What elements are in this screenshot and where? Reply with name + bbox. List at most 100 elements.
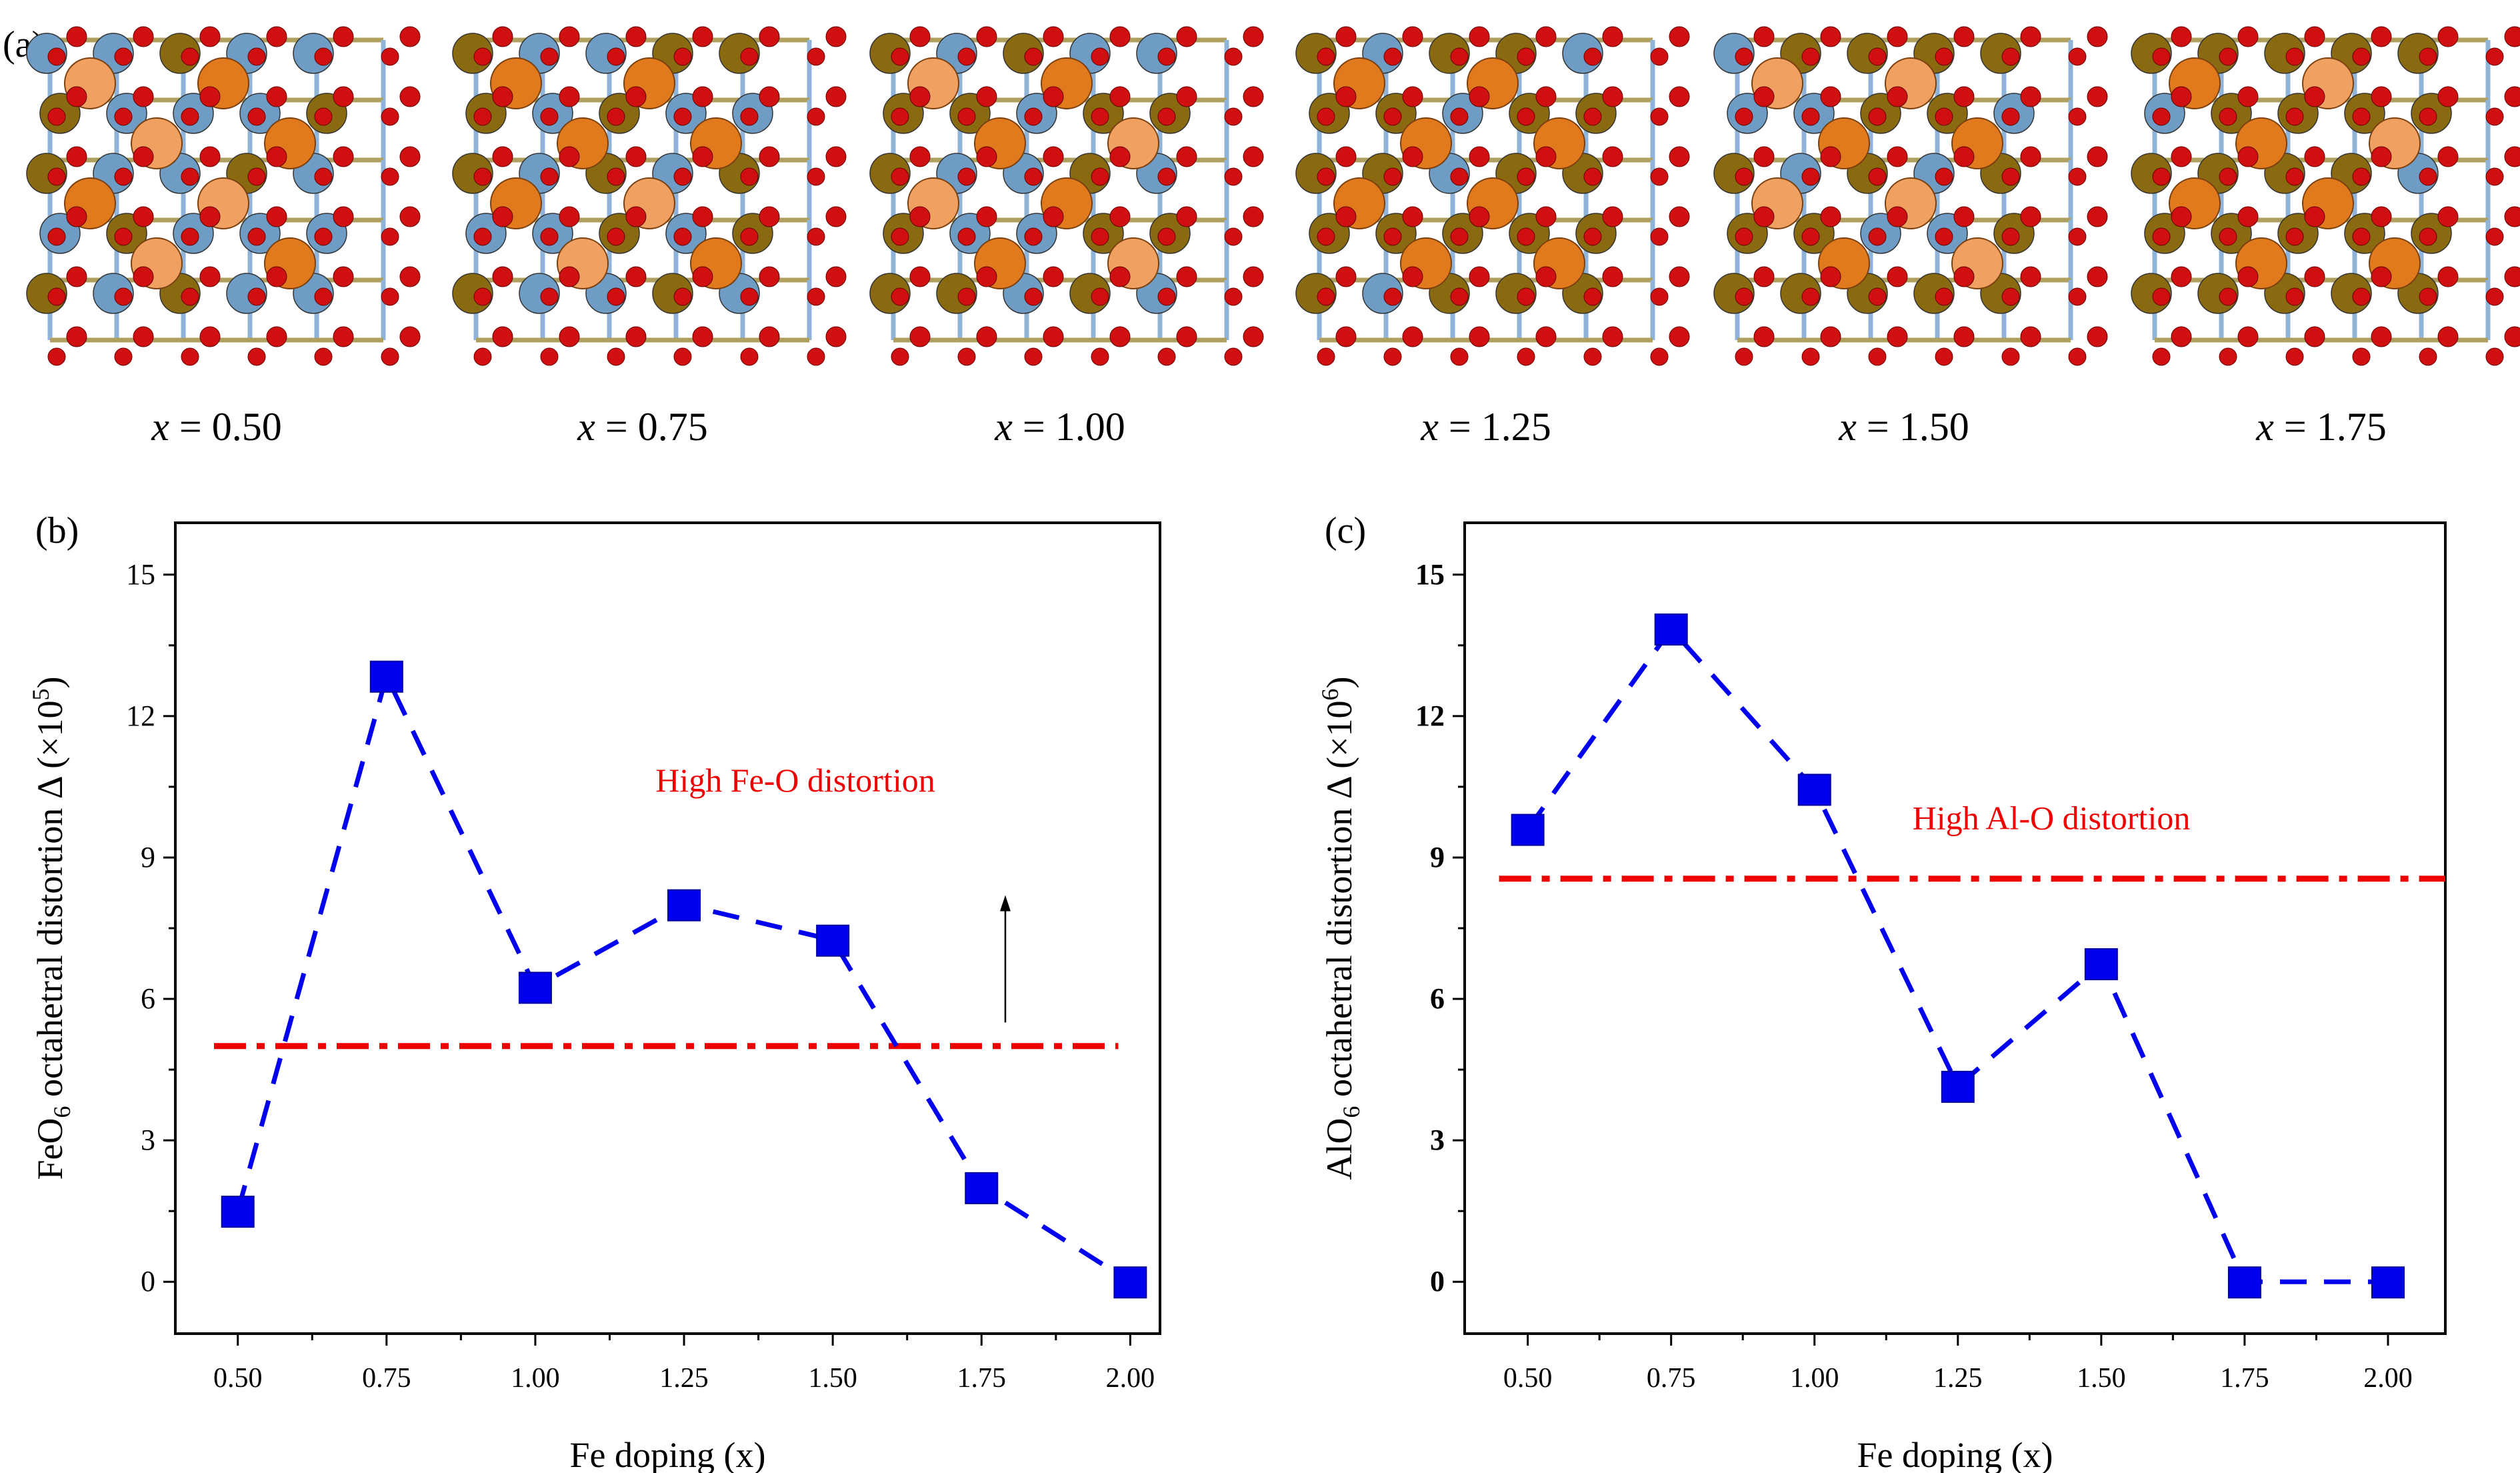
oxygen-atom	[1469, 326, 1490, 347]
oxygen-atom	[2152, 287, 2171, 306]
oxygen-atom	[625, 86, 647, 107]
oxygen-atom	[66, 26, 87, 47]
oxygen-atom	[825, 26, 847, 47]
oxygen-atom	[1669, 26, 1690, 47]
oxygen-atom	[181, 347, 199, 366]
oxygen-atom	[1820, 266, 1841, 287]
oxygen-atom	[909, 86, 931, 107]
crystal-structure	[2131, 26, 2520, 366]
oxygen-atom	[1043, 206, 1064, 227]
oxygen-atom	[1650, 287, 1669, 306]
oxygen-atom	[1176, 146, 1197, 167]
oxygen-atom	[2087, 266, 2108, 287]
oxygen-atom	[1868, 287, 1887, 306]
oxygen-atom	[1383, 287, 1402, 306]
oxygen-atom	[891, 287, 909, 306]
oxygen-atom	[1091, 167, 1109, 186]
oxygen-atom	[1583, 347, 1602, 366]
x-tick-label: 0.50	[213, 1363, 263, 1394]
y-tick-label: 12	[1415, 699, 1445, 732]
oxygen-atom	[1868, 167, 1887, 186]
oxygen-atom	[181, 47, 199, 66]
oxygen-atom	[1820, 26, 1841, 47]
oxygen-atom	[133, 146, 154, 167]
oxygen-atom	[1953, 86, 1975, 107]
y-tick-label: 6	[141, 982, 155, 1015]
oxygen-atom	[807, 287, 825, 306]
oxygen-atom	[114, 107, 133, 126]
oxygen-atom	[976, 266, 997, 287]
oxygen-atom	[607, 347, 625, 366]
oxygen-atom	[381, 227, 399, 246]
y-tick-label: 9	[141, 841, 155, 874]
oxygen-atom	[1953, 146, 1975, 167]
oxygen-atom	[1176, 326, 1197, 347]
oxygen-atom	[2068, 167, 2087, 186]
oxygen-atom	[1801, 107, 1820, 126]
oxygen-atom	[1735, 167, 1753, 186]
y-axis-label-part: 6	[1317, 688, 1343, 700]
oxygen-atom	[740, 167, 759, 186]
oxygen-atom	[2504, 26, 2520, 47]
oxygen-atom	[2068, 227, 2087, 246]
oxygen-atom	[2087, 86, 2108, 107]
oxygen-atom	[673, 227, 692, 246]
oxygen-atom	[1469, 206, 1490, 227]
oxygen-atom	[1517, 167, 1535, 186]
oxygen-atom	[247, 347, 266, 366]
oxygen-atom	[909, 26, 931, 47]
oxygen-atom	[1383, 227, 1402, 246]
x-tick-label: 0.75	[362, 1363, 411, 1394]
oxygen-atom	[957, 167, 976, 186]
oxygen-atom	[759, 146, 780, 167]
oxygen-atom	[891, 347, 909, 366]
x-tick-label: 0.50	[1503, 1363, 1553, 1394]
structure-label: x = 0.50	[151, 405, 281, 449]
oxygen-atom	[759, 266, 780, 287]
oxygen-atom	[2219, 47, 2237, 66]
oxygen-atom	[199, 26, 221, 47]
oxygen-atom	[492, 326, 513, 347]
oxygen-atom	[607, 47, 625, 66]
oxygen-atom	[1469, 146, 1490, 167]
oxygen-atom	[2485, 47, 2504, 66]
oxygen-atom	[1450, 107, 1469, 126]
oxygen-atom	[559, 206, 580, 227]
data-point	[221, 1196, 255, 1228]
data-point	[518, 972, 552, 1004]
oxygen-atom	[1868, 227, 1887, 246]
oxygen-atom	[1868, 107, 1887, 126]
oxygen-atom	[2020, 26, 2041, 47]
oxygen-atom	[1650, 347, 1669, 366]
oxygen-atom	[2437, 206, 2459, 227]
oxygen-atom	[607, 107, 625, 126]
oxygen-atom	[1602, 326, 1623, 347]
oxygen-atom	[559, 26, 580, 47]
oxygen-atom	[2504, 146, 2520, 167]
oxygen-atom	[692, 86, 713, 107]
oxygen-atom	[1335, 86, 1357, 107]
oxygen-atom	[1243, 26, 1264, 47]
oxygen-atom	[1157, 227, 1176, 246]
x-tick-label: 1.25	[659, 1363, 709, 1394]
oxygen-atom	[1317, 47, 1335, 66]
oxygen-atom	[1535, 86, 1557, 107]
oxygen-atom	[2237, 266, 2259, 287]
oxygen-atom	[1402, 266, 1423, 287]
oxygen-atom	[1583, 227, 1602, 246]
oxygen-atom	[2485, 227, 2504, 246]
oxygen-atom	[1517, 227, 1535, 246]
data-point	[2371, 1266, 2405, 1299]
oxygen-atom	[1735, 287, 1753, 306]
oxygen-atom	[66, 146, 87, 167]
oxygen-atom	[133, 206, 154, 227]
x-axis-label: Fe doping (x)	[1857, 1435, 2053, 1473]
oxygen-atom	[314, 347, 333, 366]
oxygen-atom	[692, 26, 713, 47]
oxygen-atom	[1753, 326, 1775, 347]
oxygen-atom	[807, 347, 825, 366]
series-line	[1525, 625, 2388, 1284]
oxygen-atom	[473, 227, 492, 246]
oxygen-atom	[2285, 167, 2304, 186]
oxygen-atom	[807, 227, 825, 246]
